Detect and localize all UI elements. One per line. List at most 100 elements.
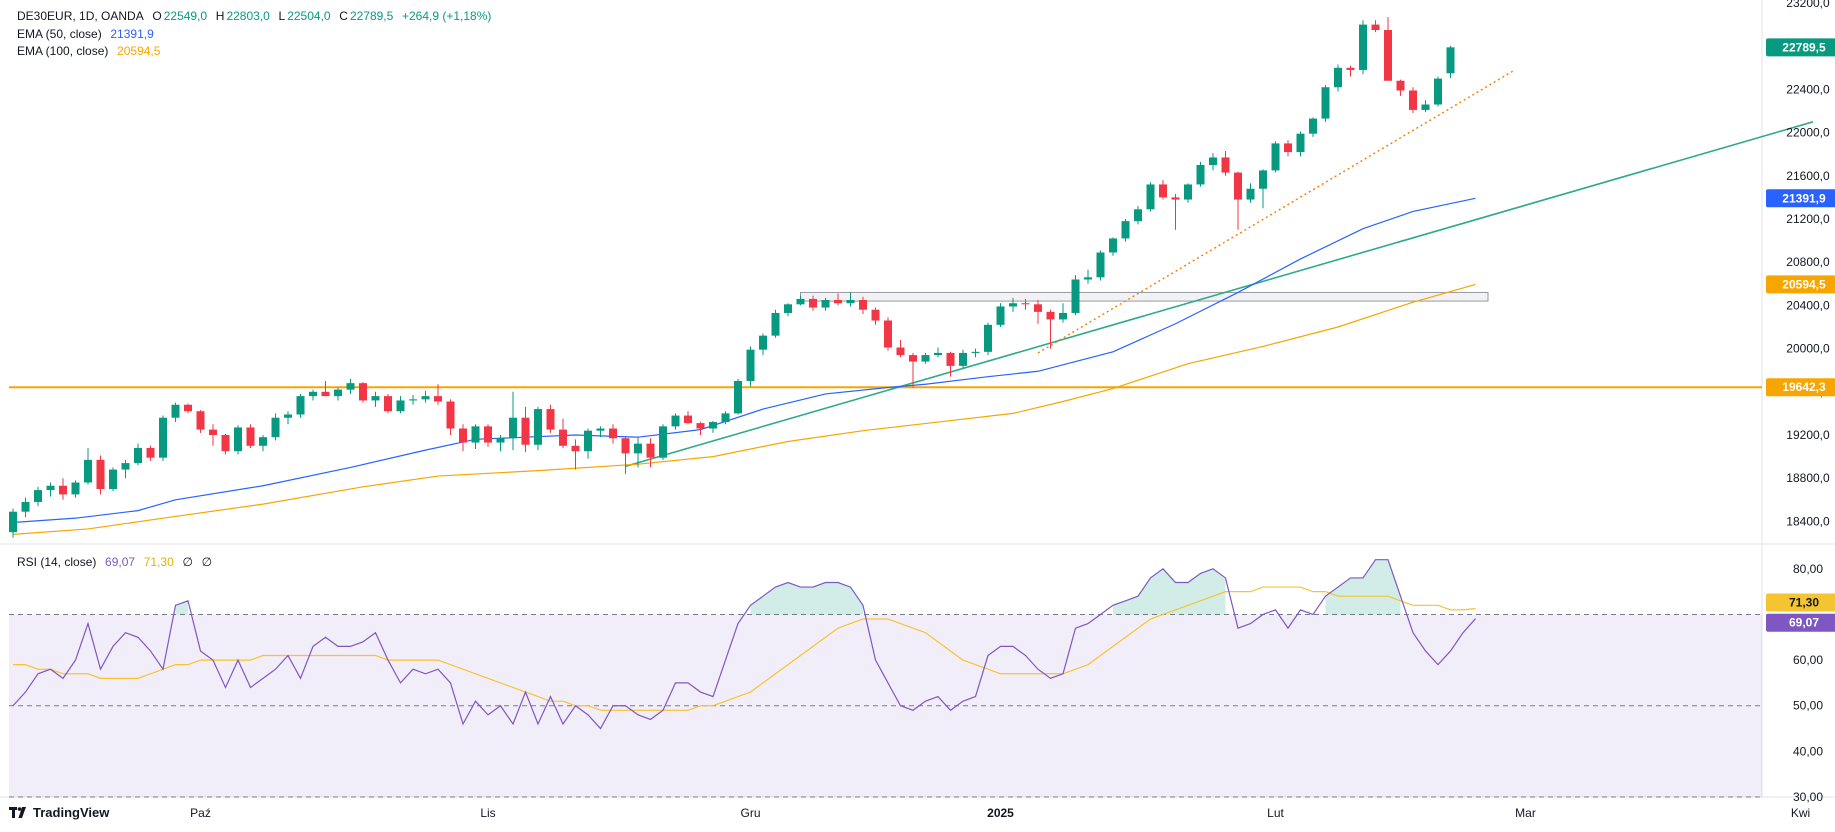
candle-body xyxy=(521,417,530,445)
candle xyxy=(84,447,92,485)
candle xyxy=(1096,250,1105,281)
candle-body xyxy=(334,389,342,397)
rsi-axis-marker: 69,07 xyxy=(1766,613,1835,632)
candle xyxy=(334,387,342,401)
ema50-line xyxy=(12,197,1476,524)
rsi-legend[interactable]: RSI (14, close) 69,07 71,30 ∅ ∅ xyxy=(17,555,214,569)
candle-body xyxy=(1359,24,1367,70)
candle-body xyxy=(246,427,255,446)
candle xyxy=(471,424,480,450)
symbol-label: DE30EUR, 1D, OANDA xyxy=(17,9,144,23)
candle-body xyxy=(84,459,92,483)
candle-body xyxy=(621,438,630,454)
rsi-axis-marker: 71,30 xyxy=(1766,593,1835,612)
candle xyxy=(671,413,680,430)
price-axis-marker-bg xyxy=(1766,189,1835,208)
candle xyxy=(409,395,417,405)
change-value: +264,9 (+1,18%) xyxy=(402,9,492,23)
candle-body xyxy=(484,426,492,443)
price-tick-label: 20800,0 xyxy=(1786,255,1830,269)
candle-body xyxy=(1221,157,1230,173)
candle-body xyxy=(1196,165,1205,185)
candle xyxy=(609,424,617,444)
candle xyxy=(9,508,17,538)
candle-body xyxy=(1346,67,1355,70)
candle-body xyxy=(234,427,242,452)
candle-body xyxy=(284,414,292,418)
candle xyxy=(721,411,730,425)
rsi-overbought-fill xyxy=(750,582,863,615)
candle-body xyxy=(721,413,730,423)
price-tick-label: 20400,0 xyxy=(1786,298,1830,312)
candle xyxy=(159,415,167,461)
open-label: O xyxy=(152,9,162,23)
candle-body xyxy=(1084,277,1092,280)
low-label: L xyxy=(278,9,286,23)
price-axis-marker-bg xyxy=(1766,378,1835,397)
candle xyxy=(71,480,80,498)
close-value: 22789,5 xyxy=(349,9,394,23)
candle-body xyxy=(959,352,967,366)
rsi-ma-value: 71,30 xyxy=(143,555,174,569)
price-axis-marker-label: 20594,5 xyxy=(1782,277,1826,291)
candle-body xyxy=(571,445,580,452)
price-tick-label: 21600,0 xyxy=(1786,169,1830,183)
candle-body xyxy=(396,400,405,412)
price-axis-marker: 21391,9 xyxy=(1766,189,1835,208)
candle-body xyxy=(921,355,930,362)
candle xyxy=(771,309,780,338)
candle xyxy=(96,455,105,495)
candle xyxy=(1409,87,1417,114)
candle-body xyxy=(459,428,467,443)
candle-body xyxy=(1446,47,1455,74)
time-tick-label: Paź xyxy=(190,806,211,820)
candle-body xyxy=(509,417,517,439)
candle xyxy=(784,303,792,317)
candle-body xyxy=(1371,24,1380,30)
candle-body xyxy=(759,335,767,350)
candle-body xyxy=(696,423,705,429)
time-tick-label: 2025 xyxy=(987,806,1014,820)
candle xyxy=(1259,169,1267,209)
tradingview-logo[interactable]: TradingView xyxy=(9,805,109,820)
candle-body xyxy=(809,298,817,308)
tradingview-icon xyxy=(9,806,26,818)
ema50-legend[interactable]: EMA (50, close) 21391,9 xyxy=(17,27,156,41)
candle-body xyxy=(46,485,55,491)
candle-body xyxy=(1046,311,1055,320)
candle xyxy=(1446,45,1455,79)
candle xyxy=(1034,300,1042,324)
rsi-axis-marker-label: 69,07 xyxy=(1789,616,1819,630)
symbol-legend: DE30EUR, 1D, OANDA O 22549,0 H 22803,0 L 22… xyxy=(17,9,493,23)
candle-body xyxy=(121,463,130,470)
candle xyxy=(59,478,67,500)
candle xyxy=(1209,153,1217,171)
candle xyxy=(921,352,930,364)
candle xyxy=(946,351,955,377)
candle xyxy=(934,347,942,358)
candle-body xyxy=(21,501,30,512)
ema100-legend[interactable]: EMA (100, close) 20594,5 xyxy=(17,44,162,58)
ema100-label: EMA (100, close) xyxy=(17,44,109,58)
price-tick-label: 21200,0 xyxy=(1786,212,1830,226)
candle-body xyxy=(1096,252,1105,278)
candle-body xyxy=(34,490,42,502)
rsi-ma-line xyxy=(13,586,1476,711)
candle-body xyxy=(909,355,917,362)
rsi-tick-label: 60,00 xyxy=(1793,653,1823,667)
candle-body xyxy=(346,383,355,390)
price-axis-marker-bg xyxy=(1766,38,1835,57)
candle-body xyxy=(984,324,992,352)
candle-body xyxy=(971,351,980,353)
candle-body xyxy=(1159,184,1167,198)
rsi-tick-label: 30,00 xyxy=(1793,790,1823,804)
time-tick-label: Gru xyxy=(740,806,760,820)
candle-body xyxy=(1021,303,1030,305)
candle xyxy=(371,391,380,407)
candle xyxy=(234,425,242,455)
candle-body xyxy=(309,391,317,397)
ema50-value: 21391,9 xyxy=(110,27,154,41)
candle-body xyxy=(271,417,280,438)
candle-body xyxy=(296,396,305,415)
